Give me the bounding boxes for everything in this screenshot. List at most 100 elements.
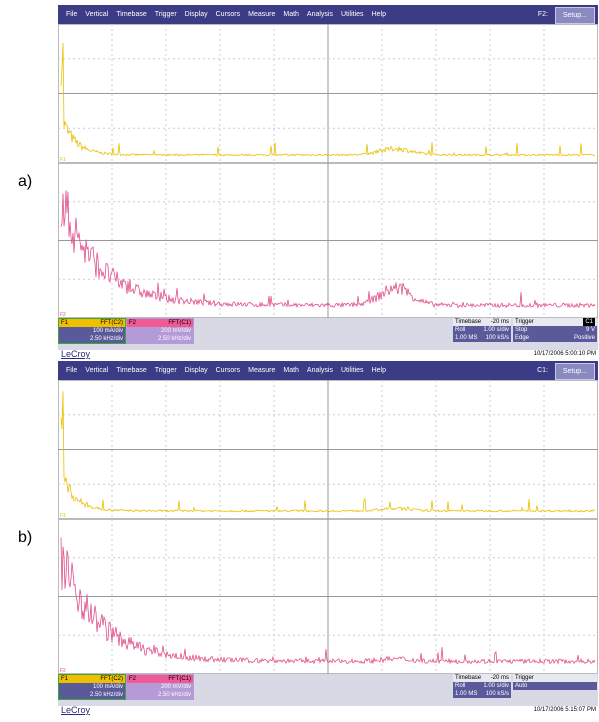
trace-name: F1 — [61, 675, 68, 683]
menu-item[interactable]: Display — [185, 367, 208, 374]
trace-source: FFT(C1) — [168, 319, 191, 327]
trace-marker: F1 — [60, 157, 66, 163]
timebase-cell: 1.00 MS — [455, 334, 477, 342]
menu-item[interactable]: Math — [283, 11, 299, 18]
menu-item[interactable]: Timebase — [116, 11, 146, 18]
timestamp: 10/17/2006 5:00:10 PM — [534, 351, 596, 357]
trigger-header: Trigger — [513, 674, 597, 682]
trace-scale: 200 mV/div — [127, 683, 193, 691]
trigger-cell: 9 V — [586, 326, 595, 334]
menu-item[interactable]: Vertical — [85, 367, 108, 374]
setup-button[interactable]: Setup... — [555, 7, 595, 24]
trigger-cell: Edge — [515, 334, 529, 342]
trigger-box[interactable]: Trigger C1 Stop 9 V Edge Positive — [513, 318, 597, 342]
menu-channel: F2: — [538, 5, 548, 24]
trigger-label: Trigger — [515, 318, 534, 326]
trigger-row: Edge Positive — [513, 334, 597, 342]
menu-item[interactable]: Help — [372, 367, 386, 374]
timebase-label: Timebase — [455, 674, 481, 682]
timestamp: 10/17/2006 5:15:07 PM — [534, 707, 596, 713]
timebase-cell: 100 kS/s — [486, 690, 509, 698]
descriptor-header: F1 FFT(C2) — [59, 319, 125, 327]
trace-scale: 100 mA/div — [59, 683, 125, 691]
brand: LeCroy — [61, 705, 90, 715]
timebase-row: 1.00 MS 100 kS/s — [453, 334, 511, 342]
timebase-box[interactable]: Timebase -20 ms Roll 1.00 s/div 1.00 MS 100 k… — [453, 674, 511, 698]
timebase-header: Timebase -20 ms — [453, 318, 511, 326]
timebase-row: Roll 1.00 s/div — [453, 682, 511, 690]
menu-item[interactable]: Measure — [248, 11, 275, 18]
timebase-cell: Roll — [455, 682, 465, 690]
trace-name: F1 — [61, 319, 68, 327]
timebase-row: Roll 1.00 s/div — [453, 326, 511, 334]
trigger-row: Auto — [513, 682, 597, 690]
trace-scale: 100 mA/div — [59, 327, 125, 335]
timebase-cell: 1.00 MS — [455, 690, 477, 698]
menu-item[interactable]: Analysis — [307, 367, 333, 374]
trace-name: F2 — [129, 319, 136, 327]
timebase-value: -20 ms — [491, 318, 509, 326]
trace-source: FFT(C2) — [100, 319, 123, 327]
trace-name: F2 — [129, 675, 136, 683]
menu-item[interactable]: Help — [372, 11, 386, 18]
trigger-row: Stop 9 V — [513, 326, 597, 334]
descriptor-header: F1 FFT(C2) — [59, 675, 125, 683]
panel-label: a) — [18, 173, 32, 191]
trigger-badge: C1 — [583, 318, 595, 326]
menu-item[interactable]: File — [66, 367, 77, 374]
menu-item[interactable]: Measure — [248, 367, 275, 374]
menu-item[interactable]: Utilities — [341, 11, 364, 18]
timebase-row: 1.00 MS 100 kS/s — [453, 690, 511, 698]
menu-item[interactable]: Math — [283, 367, 299, 374]
menu-item[interactable]: Trigger — [155, 11, 177, 18]
brand: LeCroy — [61, 349, 90, 359]
timebase-header: Timebase -20 ms — [453, 674, 511, 682]
trigger-header: Trigger C1 — [513, 318, 597, 326]
timebase-cell: Roll — [455, 326, 465, 334]
menu-item[interactable]: Utilities — [341, 367, 364, 374]
menu-item[interactable]: Analysis — [307, 11, 333, 18]
page: a) File Vertical Timebase Trigger Display Curs… — [0, 0, 599, 722]
timebase-cell: 1.00 s/div — [483, 682, 509, 690]
menu-bar: File Vertical Timebase Trigger Display Cursor… — [58, 361, 598, 380]
menu-item[interactable]: Cursors — [216, 367, 241, 374]
descriptor-header: F2 FFT(C1) — [127, 319, 193, 327]
descriptor-header: F2 FFT(C1) — [127, 675, 193, 683]
trigger-label: Trigger — [515, 674, 534, 682]
menu-item[interactable]: Timebase — [116, 367, 146, 374]
trace-source: FFT(C2) — [100, 675, 123, 683]
panel-label: b) — [18, 529, 32, 547]
menu-channel: C1: — [537, 361, 548, 380]
trace-scale: 200 mV/div — [127, 327, 193, 335]
trace-frequency: 2.50 kHz/div — [127, 335, 193, 343]
menu-item[interactable]: Cursors — [216, 11, 241, 18]
menu-item[interactable]: Display — [185, 11, 208, 18]
trace-marker: F1 — [60, 513, 66, 519]
menu-item[interactable]: Trigger — [155, 367, 177, 374]
menu-item[interactable]: File — [66, 11, 77, 18]
timebase-label: Timebase — [455, 318, 481, 326]
menu-item[interactable]: Vertical — [85, 11, 108, 18]
trace-frequency: 2.50 kHz/div — [59, 691, 125, 699]
trace-source: FFT(C1) — [168, 675, 191, 683]
trace-frequency: 2.50 kHz/div — [127, 691, 193, 699]
timebase-box[interactable]: Timebase -20 ms Roll 1.00 s/div 1.00 MS 100 k… — [453, 318, 511, 342]
trigger-cell: Stop — [515, 326, 527, 334]
timebase-cell: 100 kS/s — [486, 334, 509, 342]
timebase-value: -20 ms — [491, 674, 509, 682]
setup-button[interactable]: Setup... — [555, 363, 595, 380]
timebase-cell: 1.00 s/div — [483, 326, 509, 334]
trace-frequency: 2.50 kHz/div — [59, 335, 125, 343]
menu-bar: File Vertical Timebase Trigger Display Cursor… — [58, 5, 598, 24]
trigger-cell: Auto — [515, 682, 527, 690]
trigger-cell: Positive — [574, 334, 595, 342]
